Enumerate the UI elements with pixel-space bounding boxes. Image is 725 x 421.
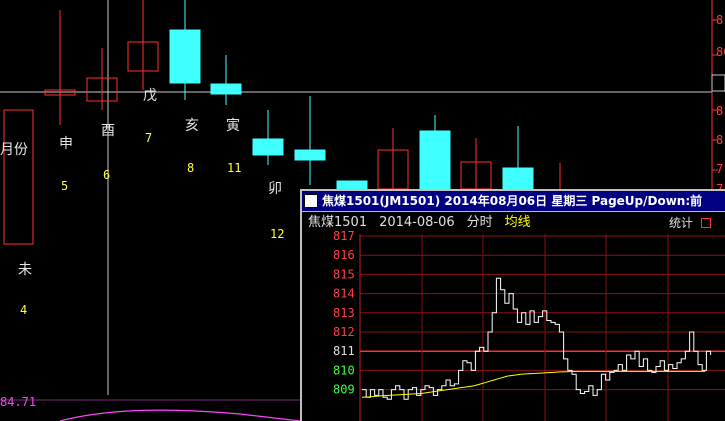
candle — [3, 109, 34, 245]
popup-title: 焦煤1501(JM1501) 2014年08月06日 星期三 PageUp/Do… — [322, 194, 703, 208]
price-axis-label: 813 — [333, 306, 355, 320]
candle — [210, 55, 242, 105]
candle — [169, 0, 201, 100]
price-axis-label: 815 — [333, 267, 355, 281]
candle — [336, 180, 368, 190]
average-line — [361, 370, 706, 398]
price-axis-label: 816 — [333, 248, 355, 262]
chart-date: 2014-08-06 — [379, 215, 455, 230]
period-label: 寅 — [226, 118, 240, 134]
period-number: 7 — [145, 131, 153, 145]
candle — [294, 96, 326, 185]
period-label: 月份 — [0, 142, 28, 158]
intraday-popup-window[interactable]: 焦煤1501(JM1501) 2014年08月06日 星期三 PageUp/Do… — [300, 189, 725, 421]
popup-header: 焦煤1501 2014-08-06 分时 均线 统计 — [302, 212, 725, 234]
price-axis-label: 811 — [333, 344, 355, 358]
contract-name: 焦煤1501 — [308, 215, 368, 230]
indicator-value: 84.71 — [0, 395, 37, 409]
period-number: 8 — [187, 161, 195, 175]
candle — [419, 115, 451, 190]
period-label: 未 — [18, 262, 32, 278]
price-axis-label: 814 — [333, 287, 355, 301]
candle — [460, 138, 492, 190]
price-axis-label: 8 — [716, 104, 724, 118]
price-axis-label: 809 — [333, 383, 355, 397]
average-line-label: 均线 — [504, 215, 531, 230]
period-number: 5 — [61, 179, 69, 193]
period-label: 亥 — [185, 118, 199, 134]
popup-body: 817 816 815 814 813 812 811 810 809 焦煤1501 2014-0… — [302, 212, 725, 421]
indicator-curve — [59, 409, 301, 421]
price-axis-label: 7 — [716, 162, 724, 176]
price-axis-label: 8 — [716, 13, 724, 27]
price-cursor-box — [711, 74, 725, 92]
price-axis-label: 812 — [333, 325, 355, 339]
candle — [127, 0, 159, 90]
period-number: 11 — [227, 161, 242, 175]
candle — [44, 10, 76, 125]
intraday-chart: 817 816 815 814 813 812 811 810 809 — [333, 229, 725, 421]
stats-button[interactable]: 统计 — [668, 216, 693, 230]
price-axis-label: 810 — [333, 363, 355, 377]
chart-window-icon — [304, 193, 318, 208]
price-line — [362, 277, 712, 400]
candle — [252, 110, 284, 165]
period-label: 卯 — [268, 181, 282, 197]
period-label: 申 — [59, 136, 73, 152]
price-axis-label: 817 — [333, 229, 355, 243]
stats-toggle[interactable] — [701, 218, 711, 228]
candle — [86, 48, 118, 110]
candle — [502, 126, 534, 190]
period-number: 6 — [103, 168, 111, 182]
chart-kind-label: 分时 — [466, 215, 493, 230]
price-axis-label: 8 — [716, 133, 724, 147]
period-number: 12 — [270, 227, 285, 241]
period-label: 酉 — [101, 123, 115, 139]
period-number: 4 — [20, 303, 28, 317]
popup-title-bar[interactable]: 焦煤1501(JM1501) 2014年08月06日 星期三 PageUp/Do… — [302, 191, 725, 211]
period-label: 戊 — [143, 88, 157, 104]
candle — [377, 128, 409, 190]
price-axis-label: 80 — [716, 45, 725, 59]
